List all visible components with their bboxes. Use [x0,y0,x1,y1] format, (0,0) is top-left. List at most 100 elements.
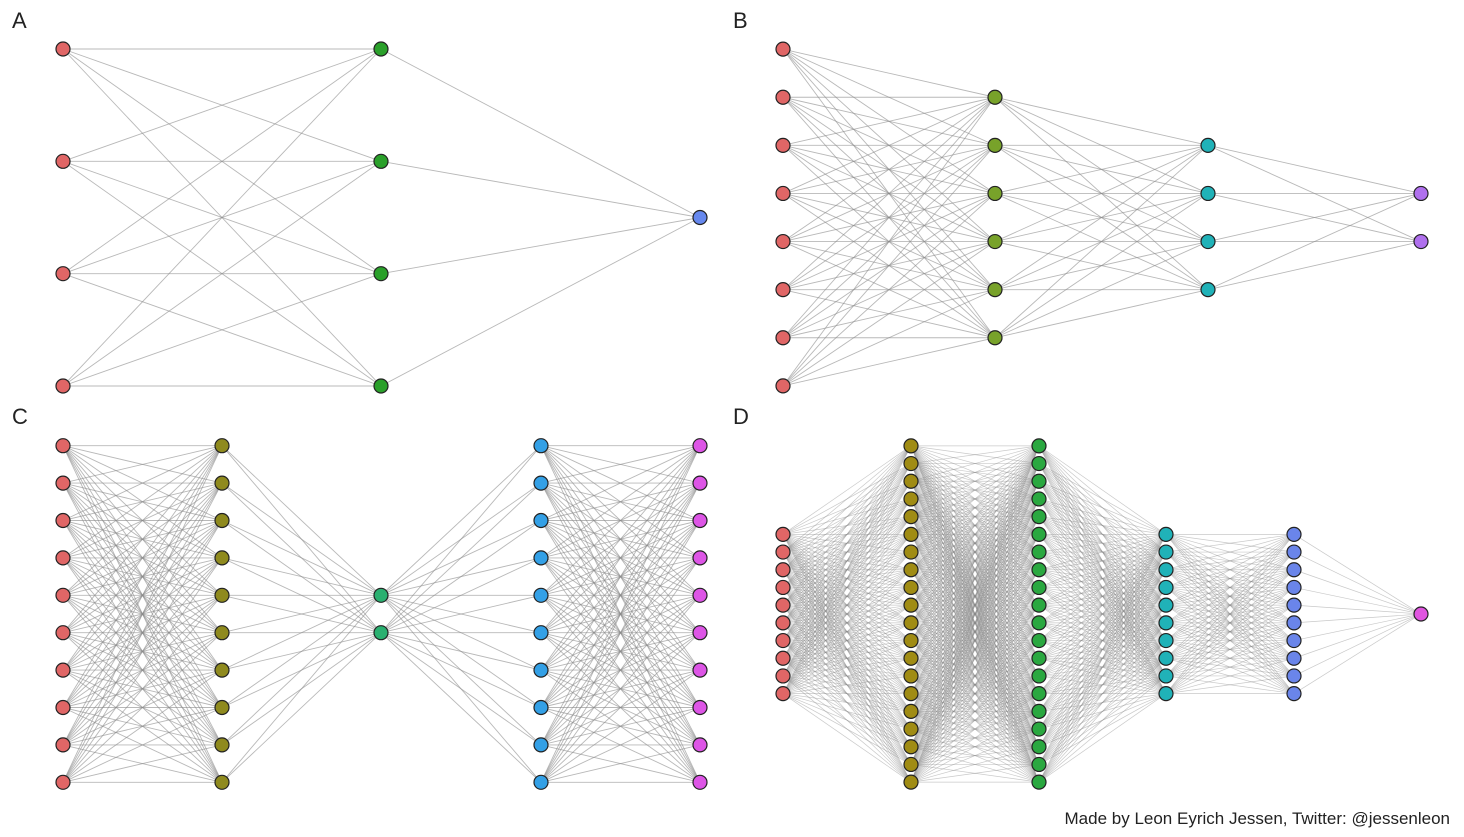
connection-line [1165,551,1295,641]
connection-line [782,640,912,765]
connection-line [910,640,1040,659]
connection-line [1038,693,1167,730]
connection-line [910,498,1040,659]
connection-line [910,657,1040,730]
connection-line [910,587,1040,641]
neuron-node [533,475,549,491]
connection-line [221,632,382,783]
connection-line [910,516,1040,535]
connection-line [1038,569,1167,641]
connection-line [1165,569,1295,659]
connection-line [380,445,542,633]
connection-line [910,569,1040,730]
connection-line [910,463,1040,535]
connection-line [910,498,1040,624]
connection-line [1165,551,1295,659]
connection-line [910,498,1040,783]
connection-line [910,551,1040,783]
connection-line [910,445,1040,500]
connection-line [910,463,1040,517]
connection-line [910,640,1040,730]
connection-line [910,551,1040,765]
connection-line [1038,675,1167,712]
neuron-node [1031,509,1047,525]
connection-line [1038,534,1167,588]
connection-line [910,675,1040,730]
connection-line [910,516,1040,624]
connection-line [782,604,912,659]
connection-line [782,534,912,553]
connection-line [782,96,996,146]
connection-line [782,604,912,747]
connection-line [910,498,1040,517]
connection-line [910,534,1040,659]
connection-line [910,587,1040,677]
connection-line [910,587,1040,765]
connection-line [62,707,223,783]
connection-line [910,534,1040,730]
connection-line [910,604,1040,730]
connection-line [910,534,1040,606]
connection-line [1038,640,1167,712]
connection-line [910,445,1040,588]
neuron-node [775,89,791,105]
connection-line [1038,604,1167,730]
connection-line [910,463,1040,500]
connection-line [782,498,912,694]
connection-line [782,463,912,694]
connection-line [1038,693,1167,748]
connection-line [910,463,1040,747]
connection-line [782,604,912,624]
connection-line [782,498,912,624]
neuron-node [1158,597,1174,613]
connection-line [910,728,1040,783]
connection-line [1038,569,1167,694]
connection-line [1038,498,1167,641]
connection-line [1293,534,1422,615]
connection-line [1038,534,1167,765]
connection-line [782,480,912,535]
connection-line [910,675,1040,712]
connection-line [782,587,912,677]
connection-line [1038,534,1167,571]
connection-line [910,498,1040,765]
connection-line [910,604,1040,659]
connection-line [782,551,912,624]
connection-line [910,516,1040,783]
connection-line [910,445,1040,730]
neuron-node [214,475,230,491]
connection-line [910,569,1040,730]
connection-line [1038,640,1167,730]
connection-line [910,551,1040,624]
connection-line [1165,622,1295,677]
neuron-node [1286,597,1302,613]
connection-line [1038,569,1167,783]
connection-line [782,675,912,712]
connection-line [782,516,912,694]
connection-line [1038,604,1167,659]
connection-line [910,445,1040,694]
connection-line [1038,622,1167,783]
connection-line [782,569,912,712]
connection-line [1038,516,1167,641]
connection-line [910,551,1040,588]
connection-line [910,498,1040,553]
connection-line [1293,613,1422,677]
panel-label-c: C [12,404,28,429]
network-panel-d [775,438,1429,790]
connection-line [62,445,223,521]
layer-1 [775,526,791,702]
connection-line [910,516,1040,783]
connection-line [1165,604,1295,624]
connection-line [782,569,912,659]
connection-line [910,551,1040,783]
connection-line [1165,622,1295,677]
connection-line [1165,587,1295,694]
connection-line [910,463,1040,765]
connection-line [782,569,912,588]
connection-line [910,481,1040,677]
connection-line [1293,613,1422,641]
connection-line [910,481,1040,694]
connection-line [910,746,1040,765]
connection-line [782,675,912,694]
